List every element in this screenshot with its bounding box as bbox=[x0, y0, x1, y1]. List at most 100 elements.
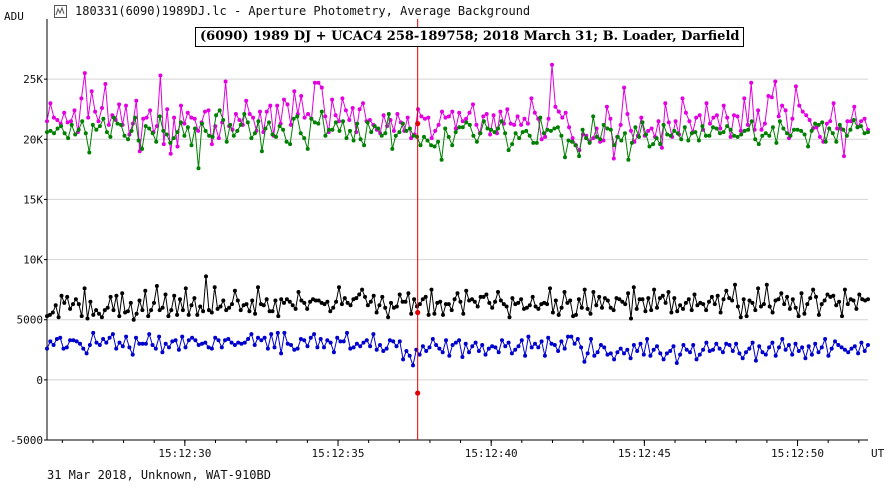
data-point bbox=[377, 303, 382, 308]
data-point bbox=[192, 116, 197, 121]
data-point bbox=[674, 361, 679, 365]
data-point bbox=[697, 113, 702, 118]
data-point bbox=[548, 286, 552, 291]
data-point bbox=[819, 302, 824, 307]
data-point bbox=[626, 157, 631, 162]
data-point bbox=[704, 101, 709, 106]
data-point bbox=[244, 98, 249, 103]
data-point bbox=[443, 115, 448, 120]
data-point bbox=[354, 296, 359, 301]
data-point bbox=[844, 133, 849, 138]
data-point bbox=[203, 340, 208, 345]
data-point bbox=[355, 121, 360, 126]
data-point bbox=[425, 138, 430, 143]
data-point bbox=[618, 122, 623, 127]
data-point bbox=[246, 337, 251, 341]
data-point bbox=[157, 334, 162, 339]
data-point bbox=[305, 344, 310, 349]
data-point bbox=[625, 347, 630, 352]
data-point bbox=[160, 350, 165, 355]
data-point bbox=[432, 311, 437, 316]
data-point bbox=[143, 124, 148, 129]
data-point bbox=[340, 96, 345, 101]
data-point bbox=[492, 130, 497, 135]
data-point bbox=[179, 103, 183, 108]
data-point bbox=[658, 142, 663, 147]
data-point bbox=[74, 339, 79, 344]
data-point bbox=[519, 297, 524, 302]
data-point bbox=[559, 133, 564, 138]
data-point bbox=[728, 127, 733, 132]
data-point bbox=[498, 298, 503, 303]
data-point bbox=[759, 304, 763, 309]
data-point bbox=[725, 115, 730, 120]
data-point bbox=[541, 131, 546, 136]
data-point bbox=[493, 345, 498, 350]
data-point bbox=[322, 345, 326, 350]
data-point bbox=[652, 287, 657, 292]
data-point bbox=[724, 341, 729, 346]
data-point bbox=[351, 138, 356, 143]
data-point bbox=[259, 149, 264, 154]
data-point bbox=[251, 115, 256, 120]
data-point bbox=[168, 151, 173, 156]
data-point bbox=[594, 303, 599, 308]
data-point bbox=[438, 299, 443, 304]
data-point bbox=[87, 343, 92, 347]
data-point bbox=[724, 288, 729, 293]
data-point bbox=[508, 121, 513, 126]
data-point bbox=[598, 137, 603, 142]
data-point bbox=[381, 113, 386, 118]
data-point bbox=[711, 115, 716, 120]
data-point bbox=[608, 351, 613, 356]
data-point bbox=[718, 126, 723, 131]
data-point bbox=[813, 121, 818, 126]
data-point bbox=[560, 115, 565, 120]
data-point bbox=[223, 338, 227, 343]
data-point bbox=[597, 294, 602, 299]
data-point bbox=[543, 134, 548, 139]
highlight-points bbox=[415, 121, 421, 396]
data-point bbox=[111, 308, 116, 313]
data-point bbox=[800, 109, 805, 114]
data-point bbox=[201, 309, 206, 314]
data-point bbox=[175, 312, 180, 317]
data-point bbox=[390, 146, 395, 151]
data-point bbox=[584, 136, 589, 141]
data-point bbox=[62, 300, 67, 305]
data-point bbox=[766, 94, 771, 98]
data-point bbox=[651, 142, 656, 147]
data-point bbox=[376, 126, 381, 131]
data-point bbox=[193, 126, 197, 131]
data-point bbox=[563, 155, 567, 160]
data-point bbox=[709, 294, 714, 299]
data-point bbox=[467, 122, 472, 127]
data-point bbox=[592, 353, 597, 358]
data-point bbox=[417, 302, 422, 307]
data-point bbox=[618, 346, 623, 351]
data-point bbox=[831, 101, 836, 106]
data-point bbox=[305, 306, 310, 311]
data-point bbox=[790, 116, 795, 121]
data-point bbox=[733, 282, 737, 287]
data-point bbox=[185, 125, 190, 130]
data-point bbox=[637, 134, 641, 139]
data-point bbox=[172, 293, 177, 298]
data-point bbox=[735, 134, 740, 139]
data-point bbox=[749, 119, 754, 124]
data-point bbox=[229, 340, 234, 345]
data-point bbox=[809, 128, 814, 133]
data-point bbox=[644, 132, 648, 137]
data-point bbox=[538, 115, 543, 120]
data-point bbox=[623, 302, 628, 307]
data-point bbox=[249, 332, 254, 337]
data-point bbox=[305, 146, 310, 151]
data-point bbox=[550, 310, 555, 315]
data-point bbox=[175, 144, 180, 149]
data-point bbox=[669, 310, 674, 315]
data-point bbox=[348, 128, 352, 133]
data-point bbox=[447, 353, 452, 358]
data-point bbox=[363, 294, 367, 299]
data-point bbox=[738, 315, 743, 320]
